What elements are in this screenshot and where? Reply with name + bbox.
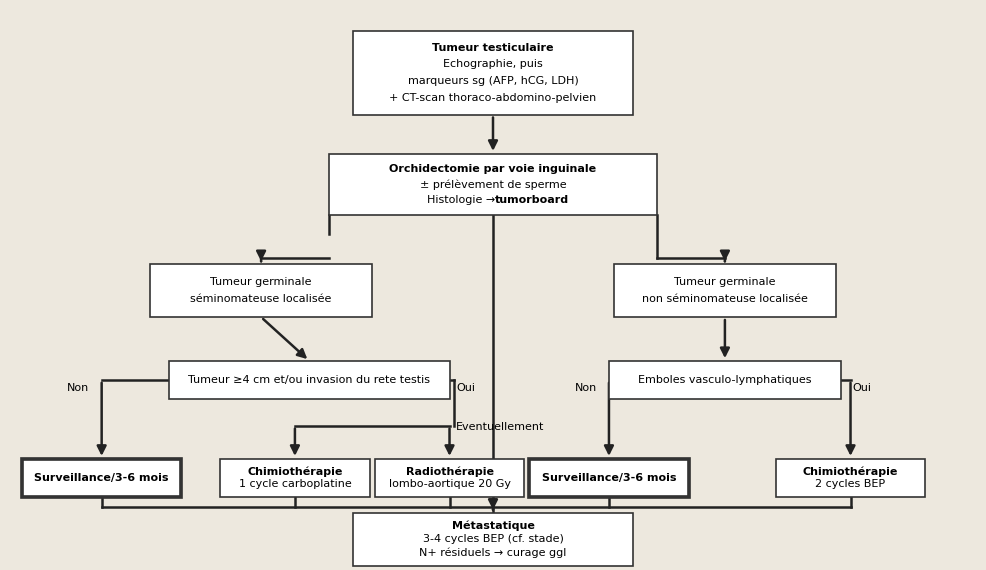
- Bar: [22, 459, 181, 496]
- Bar: [609, 361, 841, 399]
- Text: 3-4 cycles BEP (cf. stade): 3-4 cycles BEP (cf. stade): [423, 534, 563, 544]
- Bar: [776, 459, 926, 496]
- Bar: [375, 459, 525, 496]
- Text: Eventuellement: Eventuellement: [457, 422, 544, 433]
- Text: Chimiothérapie: Chimiothérapie: [803, 466, 898, 477]
- Text: Chimiothérapie: Chimiothérapie: [247, 466, 342, 477]
- Text: marqueurs sg (AFP, hCG, LDH): marqueurs sg (AFP, hCG, LDH): [407, 76, 579, 86]
- Text: tumorboard: tumorboard: [495, 195, 569, 205]
- Text: N+ résiduels → curage ggl: N+ résiduels → curage ggl: [419, 547, 567, 557]
- Text: Non: Non: [575, 384, 598, 393]
- Text: Tumeur germinale: Tumeur germinale: [210, 277, 312, 287]
- Text: 1 cycle carboplatine: 1 cycle carboplatine: [239, 479, 351, 489]
- Text: Non: Non: [67, 384, 89, 393]
- Text: Surveillance/3-6 mois: Surveillance/3-6 mois: [35, 473, 169, 483]
- Text: Histologie →: Histologie →: [427, 195, 499, 205]
- Bar: [353, 31, 633, 115]
- Bar: [150, 264, 372, 317]
- Text: lombo-aortique 20 Gy: lombo-aortique 20 Gy: [388, 479, 511, 489]
- Bar: [170, 361, 450, 399]
- Bar: [328, 154, 658, 215]
- Text: Orchidectomie par voie inguinale: Orchidectomie par voie inguinale: [389, 164, 597, 174]
- Text: + CT-scan thoraco-abdomino-pelvien: + CT-scan thoraco-abdomino-pelvien: [389, 93, 597, 103]
- Text: Métastatique: Métastatique: [452, 520, 534, 531]
- Text: Oui: Oui: [853, 384, 872, 393]
- Text: Tumeur testiculaire: Tumeur testiculaire: [432, 43, 554, 52]
- Text: Tumeur germinale: Tumeur germinale: [674, 277, 776, 287]
- Text: 2 cycles BEP: 2 cycles BEP: [815, 479, 885, 489]
- Bar: [529, 459, 688, 496]
- Text: Surveillance/3-6 mois: Surveillance/3-6 mois: [541, 473, 676, 483]
- Bar: [220, 459, 370, 496]
- Text: Radiothérapie: Radiothérapie: [405, 466, 494, 477]
- Text: Echographie, puis: Echographie, puis: [443, 59, 543, 70]
- Bar: [613, 264, 836, 317]
- Text: Emboles vasculo-lymphatiques: Emboles vasculo-lymphatiques: [638, 375, 811, 385]
- Text: ± prélèvement de sperme: ± prélèvement de sperme: [420, 179, 566, 190]
- Text: séminomateuse localisée: séminomateuse localisée: [190, 295, 331, 304]
- Text: Tumeur ≥4 cm et/ou invasion du rete testis: Tumeur ≥4 cm et/ou invasion du rete test…: [188, 375, 431, 385]
- Text: non séminomateuse localisée: non séminomateuse localisée: [642, 295, 808, 304]
- Bar: [353, 512, 633, 565]
- Text: Oui: Oui: [457, 384, 475, 393]
